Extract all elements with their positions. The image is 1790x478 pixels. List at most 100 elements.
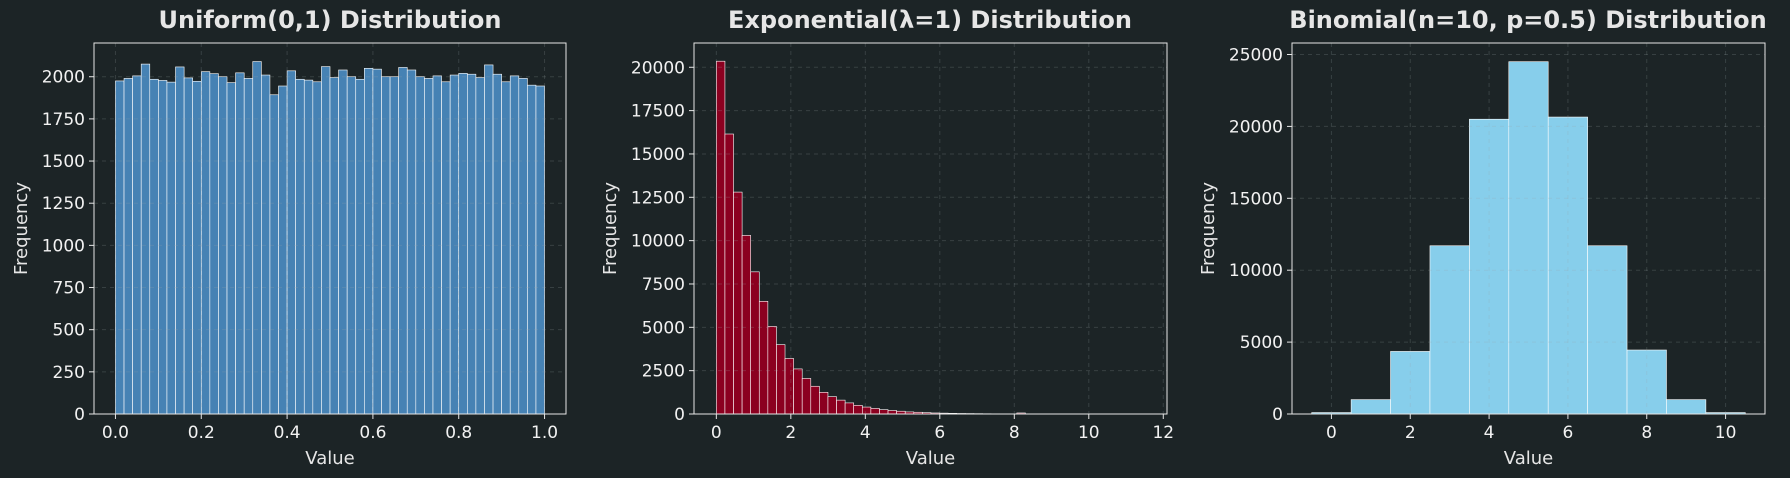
y-tick-label: 1250 (42, 194, 85, 214)
y-tick-label: 10000 (1229, 261, 1283, 281)
histogram-bar (844, 402, 855, 415)
x-tick-label: 10 (1078, 423, 1100, 443)
y-tick-label: 15000 (631, 145, 685, 165)
histogram-bar (149, 78, 159, 415)
histogram-bar (879, 409, 889, 415)
plot-frame (1291, 42, 1766, 415)
histogram-bar (458, 73, 468, 415)
histogram-bar (784, 358, 794, 415)
y-tick-label: 7500 (642, 275, 685, 295)
x-tick-label: 6 (1563, 423, 1574, 443)
histogram-bar (312, 81, 322, 415)
y-tick-label: 1500 (42, 152, 85, 172)
y-tick-label: 750 (53, 279, 85, 299)
x-tick-label: 10 (1715, 423, 1737, 443)
x-tick-label: 0.6 (359, 423, 386, 443)
histogram-bar (810, 385, 820, 415)
histogram-bar (140, 63, 151, 415)
histogram-bar (467, 73, 477, 415)
chart-title: Uniform(0,1) Distribution (159, 6, 502, 34)
histogram-bar (776, 344, 786, 415)
x-tick-label: 4 (860, 423, 871, 443)
y-tick-label: 1000 (42, 236, 85, 256)
histogram-bar (827, 396, 837, 415)
chart-panel-1: Uniform(0,1) Distribution 0.0 0.2 0.4 0.6 0.8… (11, 6, 567, 469)
histogram-bar (372, 68, 382, 415)
chart-title: Binomial(n=10, p=0.5) Distribution (1289, 6, 1766, 34)
grid (94, 43, 566, 414)
histogram-bar (252, 61, 262, 415)
x-tick-label: 0 (711, 423, 722, 443)
x-tick-label: 0.2 (188, 423, 215, 443)
histogram-bar (793, 368, 803, 415)
histogram-bar (853, 405, 863, 415)
y-axis-label: Frequency (1198, 182, 1219, 275)
histogram-bar (1547, 116, 1588, 415)
x-tick-label: 4 (1484, 423, 1495, 443)
y-tick-label: 12500 (631, 188, 685, 208)
histogram-bar (501, 81, 511, 415)
y-tick-label: 0 (74, 405, 85, 425)
x-axis-label: Value (1504, 448, 1553, 469)
y-tick-label: 25000 (1229, 46, 1283, 66)
y-tick-label: 5000 (642, 318, 685, 338)
histogram-bar (1626, 349, 1667, 415)
grid (1292, 43, 1765, 414)
histogram-bar (115, 80, 125, 415)
x-tick-label: 0.4 (274, 423, 301, 443)
x-tick-label: 2 (1405, 423, 1416, 443)
histogram-bar (295, 78, 305, 415)
y-tick-label: 0 (674, 405, 685, 425)
histogram-bar (527, 84, 537, 415)
histogram-bar (861, 406, 872, 415)
histogram-bar (1666, 399, 1707, 415)
x-tick-label: 0.0 (102, 423, 129, 443)
y-axis-label: Frequency (600, 182, 621, 275)
y-tick-label: 20000 (631, 58, 685, 78)
y-tick-label: 0 (1272, 405, 1283, 425)
histogram-bar (406, 69, 417, 415)
histogram-bar (192, 80, 202, 415)
bars (115, 61, 545, 415)
x-tick-label: 12 (1152, 423, 1174, 443)
y-tick-label: 5000 (1240, 333, 1283, 353)
histogram-bar (278, 85, 288, 415)
histogram-bar (758, 301, 769, 415)
histogram-bar (338, 69, 348, 415)
histogram-bar (819, 392, 829, 415)
histogram-bar (398, 67, 408, 415)
histogram-bar (492, 73, 502, 415)
histogram-bar (518, 78, 528, 415)
x-tick-label: 2 (785, 423, 796, 443)
histogram-bar (750, 271, 760, 415)
histogram-bar (441, 81, 451, 415)
plot-frame (93, 42, 567, 415)
histogram-bar (243, 78, 254, 415)
histogram-bar (1429, 245, 1470, 415)
x-tick-label: 1.0 (531, 423, 558, 443)
y-tick-label: 10000 (631, 232, 685, 252)
grid (694, 43, 1167, 414)
y-tick-label: 17500 (631, 102, 685, 122)
chart-panel-3: Binomial(n=10, p=0.5) Distribution 0 2 4 6 8 1… (1198, 6, 1767, 469)
histogram-bar (226, 82, 236, 415)
histogram-bar (887, 410, 897, 415)
y-tick-label: 15000 (1229, 189, 1283, 209)
x-tick-label: 8 (1641, 423, 1652, 443)
y-tick-label: 500 (53, 321, 85, 341)
y-tick-label: 2500 (642, 362, 685, 382)
histogram-bar (158, 80, 168, 415)
x-axis-label: Value (305, 448, 354, 469)
y-tick-label: 1750 (42, 110, 85, 130)
histogram-bar (269, 94, 279, 415)
histogram-bar (836, 399, 846, 415)
y-tick-label: 2000 (42, 68, 85, 88)
histogram-bar (741, 235, 751, 415)
histogram-bar (1469, 118, 1510, 415)
histogram-bar (1508, 61, 1549, 415)
histogram-bar (449, 74, 460, 415)
y-tick-label: 20000 (1229, 117, 1283, 137)
histogram-bar (261, 74, 271, 415)
histogram-bar (166, 81, 176, 415)
histogram-bar (355, 78, 365, 415)
